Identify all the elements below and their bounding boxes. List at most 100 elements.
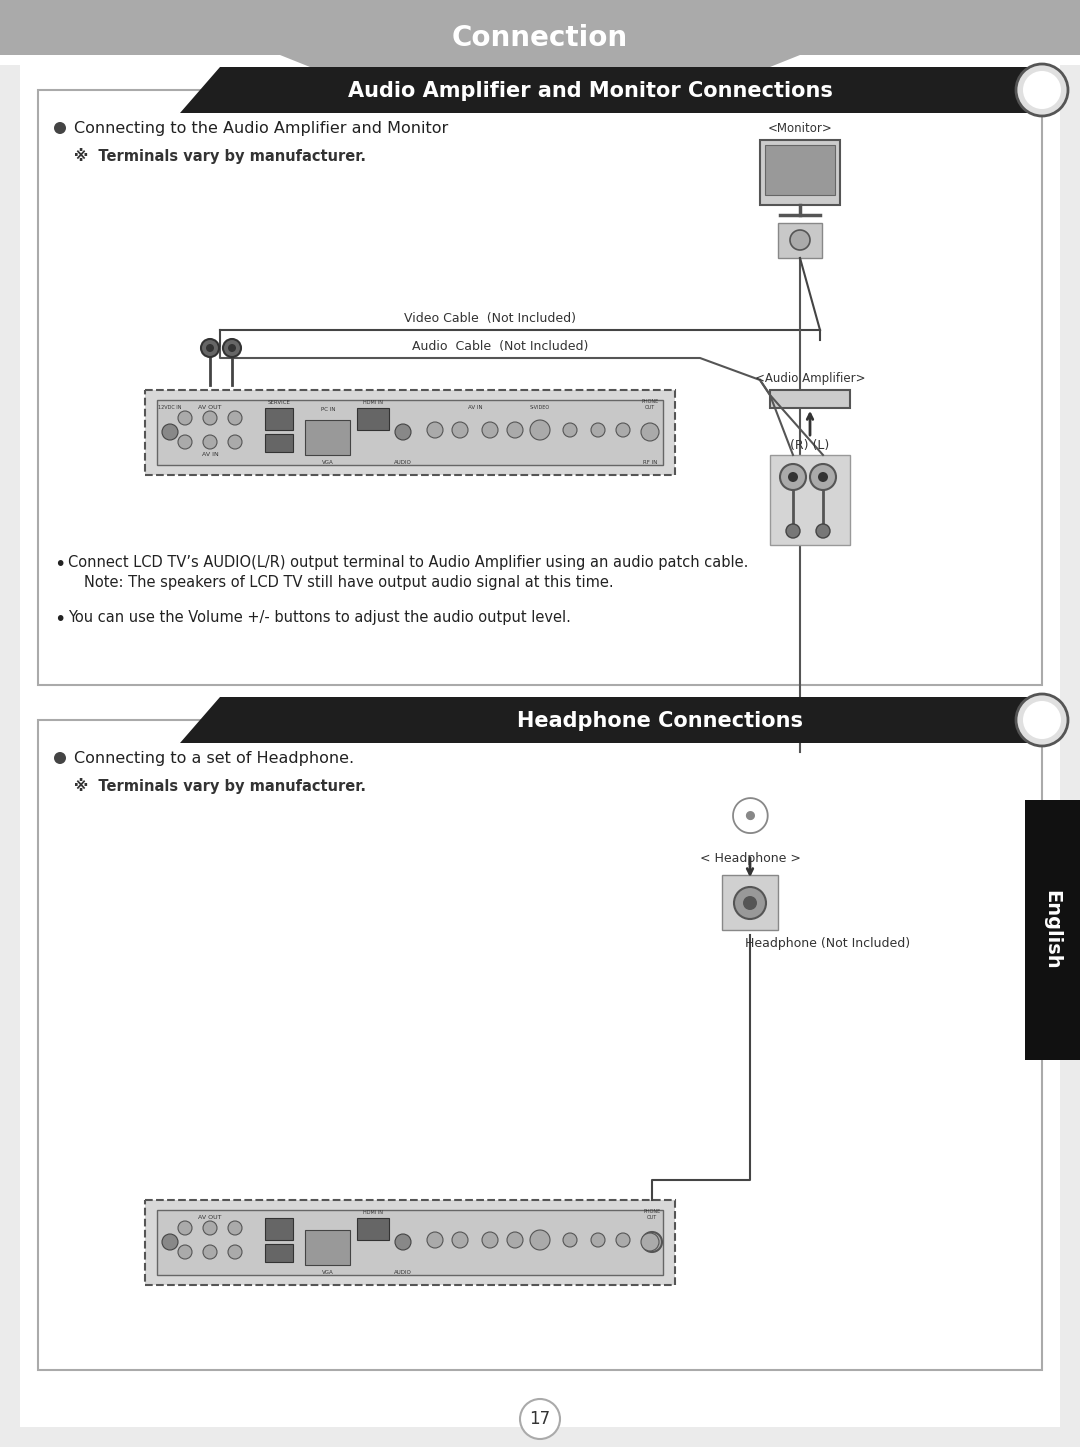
Circle shape [228,1221,242,1234]
Bar [265,408,293,430]
Circle shape [591,1233,605,1247]
Circle shape [780,464,806,491]
Circle shape [178,1244,192,1259]
Bar [305,420,350,454]
Text: <Audio Amplifier>: <Audio Amplifier> [755,372,865,385]
Circle shape [616,1233,630,1247]
Circle shape [54,752,66,764]
Circle shape [162,424,178,440]
Circle shape [203,411,217,425]
Bar [38,721,1042,1370]
Circle shape [453,1231,468,1247]
Bar [145,391,675,475]
Circle shape [178,411,192,425]
Circle shape [818,472,828,482]
Text: RF IN: RF IN [643,460,658,464]
Circle shape [642,423,659,441]
Circle shape [786,524,800,538]
Text: Connect LCD TV’s AUDIO(L/R) output terminal to Audio Amplifier using an audio pa: Connect LCD TV’s AUDIO(L/R) output termi… [68,556,748,570]
Circle shape [395,1234,411,1250]
Text: ☉: ☉ [728,796,772,844]
Text: <Monitor>: <Monitor> [768,122,833,135]
Text: •: • [54,556,66,574]
Text: Audio  Cable  (Not Included): Audio Cable (Not Included) [411,340,589,353]
Bar [305,1230,350,1265]
Text: 17: 17 [529,1409,551,1428]
Circle shape [734,887,766,919]
Bar [265,434,293,451]
Circle shape [482,1231,498,1247]
Text: AUDIO: AUDIO [394,1270,411,1275]
Circle shape [530,1230,550,1250]
Text: AUDIO: AUDIO [394,460,411,464]
Circle shape [482,423,498,438]
Circle shape [427,423,443,438]
Circle shape [1016,695,1068,747]
Circle shape [203,436,217,449]
Text: 12VDC IN: 12VDC IN [159,405,181,410]
Circle shape [228,436,242,449]
Text: (R) (L): (R) (L) [791,438,829,451]
Circle shape [616,423,630,437]
Text: VGA: VGA [322,1270,334,1275]
Bar [770,454,850,546]
Text: Connection: Connection [451,25,629,52]
Polygon shape [280,55,800,75]
Bar [265,1244,293,1262]
Circle shape [201,339,219,357]
Circle shape [228,411,242,425]
Circle shape [228,344,237,352]
Text: VGA: VGA [322,460,334,464]
Circle shape [788,472,798,482]
Text: You can use the Volume +/- buttons to adjust the audio output level.: You can use the Volume +/- buttons to ad… [68,611,571,625]
Text: Video Cable  (Not Included): Video Cable (Not Included) [404,313,576,326]
Text: PHONE
OUT: PHONE OUT [644,1210,661,1220]
Bar [0,0,1080,55]
Circle shape [816,524,831,538]
Circle shape [1016,64,1068,116]
Text: English: English [1042,890,1062,969]
Circle shape [162,1234,178,1250]
Circle shape [203,1244,217,1259]
Text: PC IN: PC IN [321,407,335,412]
Circle shape [530,420,550,440]
Text: AV OUT: AV OUT [199,1215,221,1220]
Circle shape [563,423,577,437]
Circle shape [206,344,214,352]
Circle shape [178,1221,192,1234]
Circle shape [54,122,66,135]
Text: HDMI IN: HDMI IN [363,399,383,405]
Text: Headphone (Not Included): Headphone (Not Included) [745,938,910,951]
Circle shape [507,1231,523,1247]
Bar [778,223,822,258]
Text: AV IN: AV IN [202,451,218,457]
Bar [357,408,389,430]
Text: Headphone Connections: Headphone Connections [517,710,804,731]
Bar [770,391,850,408]
Bar [0,55,1080,65]
Circle shape [178,436,192,449]
Text: Note: The speakers of LCD TV still have output audio signal at this time.: Note: The speakers of LCD TV still have … [84,574,613,590]
Circle shape [642,1231,662,1252]
Text: AV OUT: AV OUT [199,405,221,410]
Circle shape [507,423,523,438]
Text: SERVICE: SERVICE [268,399,291,405]
Polygon shape [180,697,1042,742]
Text: < Headphone >: < Headphone > [700,852,800,865]
Circle shape [1023,700,1061,739]
Circle shape [563,1233,577,1247]
Bar [157,399,663,464]
Text: PHONE
OUT: PHONE OUT [642,399,659,410]
Bar [1025,800,1080,1061]
Circle shape [228,1244,242,1259]
Circle shape [810,464,836,491]
Circle shape [427,1231,443,1247]
Text: AV IN: AV IN [468,405,483,410]
Text: ※  Terminals vary by manufacturer.: ※ Terminals vary by manufacturer. [75,778,366,794]
Text: Connecting to a set of Headphone.: Connecting to a set of Headphone. [75,751,354,765]
Circle shape [519,1399,561,1438]
Circle shape [789,230,810,250]
Bar [145,1200,675,1285]
Circle shape [743,896,757,910]
Bar [38,90,1042,684]
